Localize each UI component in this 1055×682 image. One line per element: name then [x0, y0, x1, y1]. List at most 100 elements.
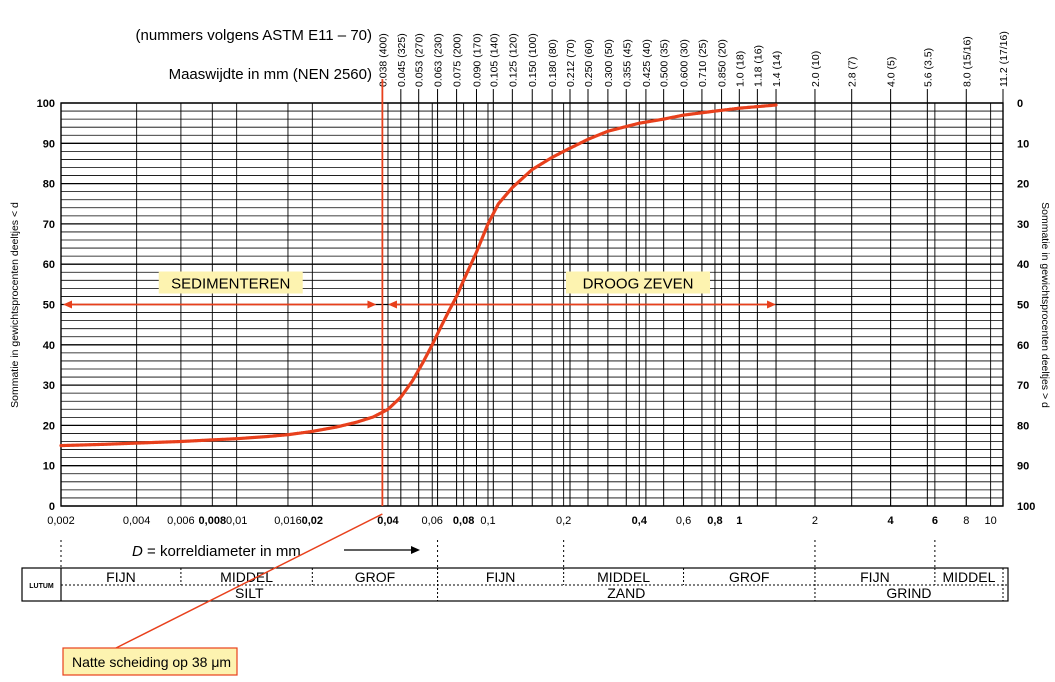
x-tick-label: 0,04 — [377, 515, 399, 527]
y-tick-label-left: 30 — [43, 380, 55, 392]
sieve-label: 0.710 (25) — [697, 39, 709, 87]
y-tick-label-right: 80 — [1017, 420, 1029, 432]
y-tick-label-left: 80 — [43, 179, 55, 191]
sedimenteren-label: SEDIMENTEREN — [171, 276, 290, 293]
sieve-label: 11.2 (17/16) — [998, 31, 1010, 87]
grading-curve-line — [59, 103, 778, 448]
soil-classification-table: LUTUM FIJN MIDDEL GROF FIJN MIDDEL GROF FIJN MID… — [21, 540, 1009, 602]
y-tick-label-right: 100 — [1017, 501, 1035, 513]
y-tick-label-left: 0 — [49, 501, 55, 513]
subclass-label: FIJN — [486, 569, 516, 585]
subclass-label: MIDDEL — [942, 569, 995, 585]
x-tick-label: 0,02 — [302, 515, 323, 527]
y-tick-label-right: 0 — [1017, 98, 1023, 110]
sieve-label: 0.105 (140) — [488, 33, 500, 87]
sieve-label: 0.090 (170) — [471, 33, 483, 87]
y-tick-label-left: 40 — [43, 340, 55, 352]
natte-scheiding-label: Natte scheiding op 38 μm — [72, 654, 231, 670]
y-tick-label-left: 100 — [37, 98, 55, 110]
sedimenteren-box — [158, 271, 303, 294]
droog-zeven-label: DROOG ZEVEN — [583, 276, 694, 293]
sieve-label: 4.0 (5) — [886, 57, 898, 87]
natte-scheiding-box — [62, 647, 238, 676]
sieve-label: 0.355 (45) — [621, 39, 633, 87]
droog-zeven-box — [566, 271, 711, 294]
sieve-label: 8.0 (15/16) — [961, 36, 973, 87]
astm-label: (nummers volgens ASTM E11 – 70) — [136, 27, 372, 44]
y-axis-label-right: Sommatie in gewichtsprocenten deeltjes >… — [1039, 202, 1051, 408]
y-tick-label-right: 20 — [1017, 179, 1029, 191]
x-tick-label: 0,008 — [199, 515, 227, 527]
sieve-label: 0.150 (100) — [527, 33, 539, 87]
x-tick-label: 0,1 — [480, 515, 495, 527]
subclass-label: GROF — [729, 569, 769, 585]
class-label: ZAND — [607, 585, 645, 601]
class-table-border — [21, 567, 1009, 602]
x-tick-label: 0,006 — [167, 515, 195, 527]
y-tick-label-right: 10 — [1017, 138, 1029, 150]
subclass-label: GROF — [355, 569, 395, 585]
sieve-label: 0.053 (270) — [414, 33, 426, 87]
x-tick-label: 0,6 — [676, 515, 691, 527]
y-tick-label-left: 10 — [43, 461, 55, 473]
x-tick-label: 0,002 — [47, 515, 75, 527]
subclass-label: MIDDEL — [220, 569, 273, 585]
axis-ticks: 0102030405060708090100100908070605040302… — [37, 98, 1036, 527]
sieve-label: 0.850 (20) — [717, 39, 729, 87]
annotations — [62, 79, 777, 676]
plot-grid — [60, 89, 1004, 507]
sieve-label: 1.0 (18) — [734, 51, 746, 87]
sieve-label: 2.0 (10) — [810, 51, 822, 87]
x-tick-label: 10 — [985, 515, 997, 527]
sieve-label: 1.4 (14) — [771, 51, 783, 87]
sieve-label: 0.425 (40) — [641, 39, 653, 87]
mesh-label: Maaswijdte in mm (NEN 2560) — [169, 66, 372, 83]
y-tick-label-right: 90 — [1017, 461, 1029, 473]
x-tick-label: 0,01 — [226, 515, 247, 527]
x-axis-symbol: D — [132, 543, 143, 560]
x-tick-label: 0,2 — [556, 515, 571, 527]
y-tick-label-right: 50 — [1017, 300, 1029, 312]
sedimenteren-arrow-head-left — [63, 300, 72, 309]
sieve-labels: 0.038 (400) 0.045 (325) 0.053 (270) 0.063 (… — [377, 31, 1010, 87]
y-axis-label-left: Sommatie in gewichtsprocenten deeltjes <… — [9, 202, 21, 408]
x-tick-label: 0,8 — [707, 515, 722, 527]
droog-zeven-arrow-head-right — [767, 300, 777, 309]
sieve-label: 0.125 (120) — [507, 33, 519, 87]
sieve-label: 0.075 (200) — [452, 33, 464, 87]
x-tick-label: 6 — [932, 515, 938, 527]
x-tick-label: 0,004 — [123, 515, 151, 527]
sieve-label: 1.18 (16) — [752, 45, 764, 87]
x-tick-label: 8 — [963, 515, 969, 527]
sieve-label: 0.212 (70) — [565, 39, 577, 87]
sieve-label: 0.180 (80) — [547, 39, 559, 87]
x-tick-label: 4 — [888, 515, 895, 527]
subclass-label: FIJN — [860, 569, 890, 585]
sieve-label: 5.6 (3.5) — [922, 48, 934, 87]
subclass-label: FIJN — [106, 569, 136, 585]
sieve-label: 0.300 (50) — [603, 39, 615, 87]
subclass-label: MIDDEL — [597, 569, 650, 585]
sieve-label: 0.600 (30) — [679, 39, 691, 87]
x-axis-label: D = korreldiameter in mm — [132, 543, 301, 560]
x-tick-label: 2 — [812, 515, 818, 527]
y-tick-label-left: 70 — [43, 219, 55, 231]
grading-curve — [59, 103, 778, 448]
x-tick-label: 0,06 — [422, 515, 443, 527]
class-label: GRIND — [886, 585, 931, 601]
sieve-label: 0.063 (230) — [433, 33, 445, 87]
y-tick-label-right: 30 — [1017, 219, 1029, 231]
sedimenteren-arrow-head-right — [367, 300, 377, 309]
sieve-label: 0.250 (60) — [583, 39, 595, 87]
x-tick-label: 0,08 — [453, 515, 474, 527]
sieve-label: 2.8 (7) — [847, 57, 859, 87]
x-axis-label-arrowhead — [411, 546, 420, 554]
y-tick-label-left: 50 — [43, 300, 55, 312]
droog-zeven-arrow-head-left — [387, 300, 397, 309]
x-tick-label: 0,016 — [274, 515, 302, 527]
y-tick-label-left: 60 — [43, 259, 55, 271]
y-tick-label-right: 40 — [1017, 259, 1029, 271]
sieve-label: 0.045 (325) — [396, 33, 408, 87]
y-tick-label-right: 70 — [1017, 380, 1029, 392]
natte-scheiding-pointer — [115, 513, 383, 649]
